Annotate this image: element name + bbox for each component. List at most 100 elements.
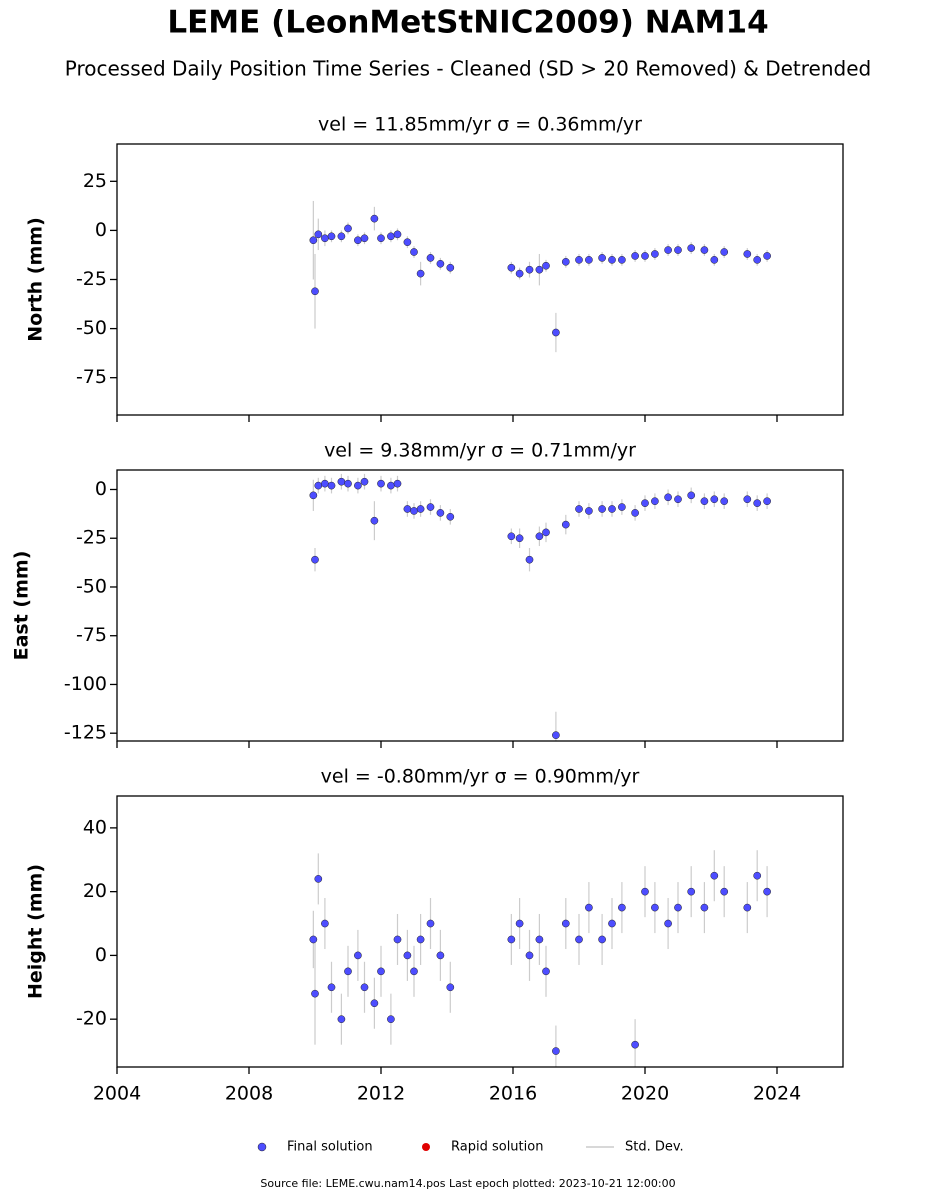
y-tick-label: -125 <box>64 722 107 744</box>
data-point <box>360 234 369 243</box>
data-point <box>321 479 329 488</box>
legend-label: Rapid solution <box>451 1140 543 1155</box>
data-point <box>311 555 319 564</box>
y-tick-label: -100 <box>64 673 107 695</box>
data-point <box>561 257 570 266</box>
panel-title: vel = 9.38mm/yr σ = 0.71mm/yr <box>324 440 636 462</box>
x-tick-label: 2012 <box>357 1083 405 1105</box>
data-point <box>651 497 659 506</box>
data-point <box>535 532 544 541</box>
data-point <box>535 265 544 274</box>
legend-marker <box>422 1143 430 1151</box>
y-tick-label: -20 <box>76 1008 107 1030</box>
data-point <box>446 983 455 992</box>
data-point <box>314 481 323 490</box>
data-point <box>426 503 435 511</box>
data-point <box>344 224 352 233</box>
data-point <box>515 919 524 928</box>
data-point <box>387 481 395 490</box>
data-point <box>753 871 762 880</box>
data-point <box>763 497 771 506</box>
data-point <box>674 495 682 504</box>
data-point <box>598 935 606 944</box>
panel-title: vel = -0.80mm/yr σ = 0.90mm/yr <box>321 766 640 788</box>
data-point <box>710 495 719 504</box>
data-point <box>321 919 329 928</box>
data-point <box>370 999 379 1008</box>
data-point <box>552 1047 560 1055</box>
data-point <box>309 491 318 500</box>
y-tick-label: 0 <box>95 478 107 500</box>
data-point <box>337 232 346 241</box>
data-point <box>410 507 418 515</box>
data-point <box>608 256 616 264</box>
data-point <box>416 505 425 513</box>
chart-subtitle: Processed Daily Position Time Series - C… <box>65 57 871 81</box>
x-tick-label: 2020 <box>621 1083 669 1105</box>
data-point <box>311 287 319 296</box>
data-point <box>377 479 385 488</box>
data-point <box>426 919 435 928</box>
y-tick-label: -25 <box>76 527 107 549</box>
data-point <box>700 246 709 254</box>
data-point <box>763 887 771 896</box>
data-point <box>585 256 593 264</box>
y-tick-label: 0 <box>95 944 107 966</box>
panel-title: vel = 11.85mm/yr σ = 0.36mm/yr <box>318 114 642 136</box>
data-point <box>314 875 323 883</box>
data-point <box>354 951 362 960</box>
data-point <box>575 935 583 944</box>
data-point <box>641 887 649 896</box>
data-point <box>608 919 616 928</box>
data-point <box>327 983 336 992</box>
data-point <box>446 263 455 272</box>
y-tick-label: 25 <box>83 170 107 192</box>
data-point <box>585 903 593 912</box>
data-point <box>337 1015 346 1024</box>
data-point <box>410 248 418 256</box>
data-point <box>393 935 402 944</box>
y-axis-label: Height (mm) <box>25 864 47 999</box>
data-point <box>631 509 639 517</box>
data-point <box>664 919 672 928</box>
data-point <box>321 234 329 243</box>
plot-area <box>309 850 771 1067</box>
y-tick-label: -75 <box>76 624 107 646</box>
data-point <box>436 951 445 960</box>
x-tick-label: 2004 <box>93 1083 141 1105</box>
plot-area <box>309 473 771 741</box>
data-point <box>598 505 606 513</box>
data-point <box>763 252 771 260</box>
data-point <box>515 269 524 278</box>
y-tick-label: -25 <box>76 268 107 290</box>
legend-label: Std. Dev. <box>625 1140 684 1155</box>
data-point <box>641 499 649 507</box>
data-point <box>515 534 524 543</box>
data-point <box>598 254 606 262</box>
data-point <box>743 250 752 258</box>
data-point <box>618 503 626 511</box>
data-point <box>542 261 550 270</box>
data-point <box>377 967 385 976</box>
x-tick-label: 2016 <box>489 1083 537 1105</box>
data-point <box>354 236 362 245</box>
data-point <box>370 516 379 525</box>
data-point <box>393 479 402 488</box>
data-point <box>426 254 435 262</box>
data-point <box>575 256 583 264</box>
data-point <box>507 935 516 944</box>
data-point <box>664 493 672 502</box>
data-point <box>370 214 379 223</box>
data-point <box>360 477 369 486</box>
data-point <box>585 507 593 515</box>
data-point <box>687 491 696 500</box>
y-tick-label: 0 <box>95 219 107 241</box>
data-point <box>403 505 412 513</box>
y-tick-label: -75 <box>76 366 107 388</box>
data-point <box>561 520 570 529</box>
data-point <box>687 887 696 896</box>
data-point <box>360 983 369 992</box>
legend-marker <box>257 1142 267 1152</box>
